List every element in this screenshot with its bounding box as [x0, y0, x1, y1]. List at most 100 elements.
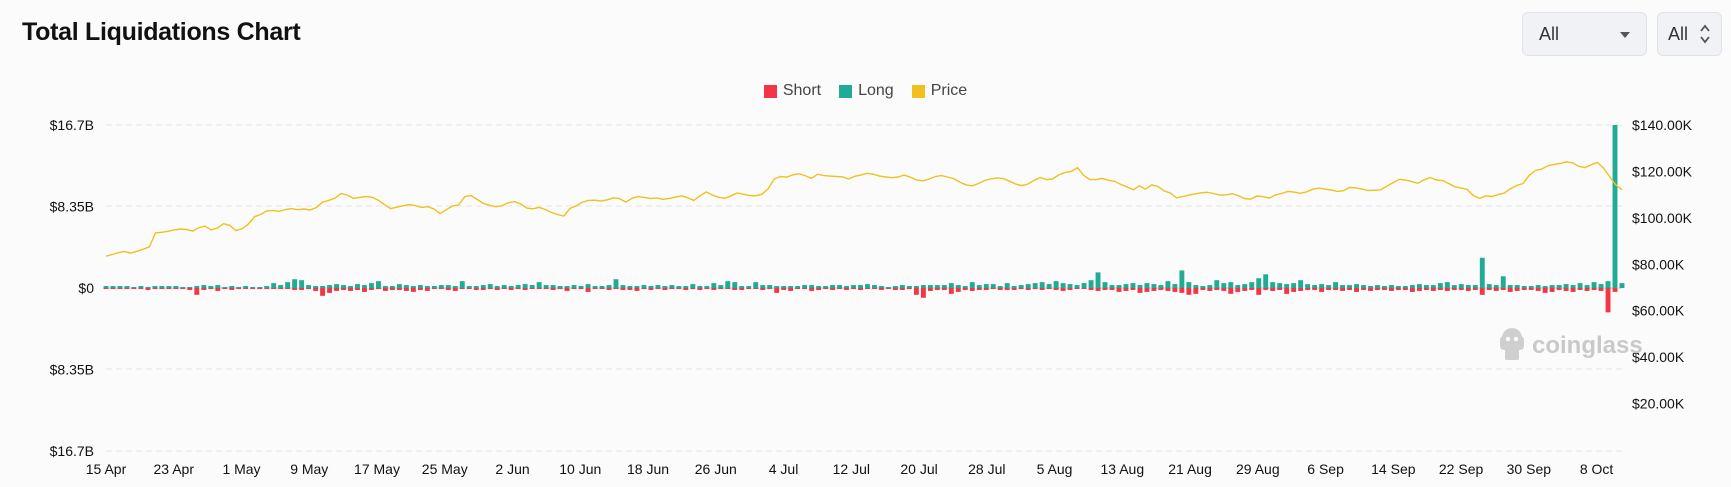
short-bar	[1326, 288, 1332, 290]
long-bar	[1340, 285, 1345, 288]
long-bar	[1095, 272, 1101, 288]
interval-select[interactable]: All	[1657, 12, 1722, 56]
short-bar	[362, 288, 367, 292]
long-bar	[1270, 282, 1276, 288]
short-bar	[1528, 288, 1534, 290]
long-bar	[1416, 284, 1422, 288]
long-bar	[1242, 284, 1248, 288]
short-bar	[976, 288, 982, 290]
long-bar	[1402, 286, 1408, 288]
short-bar	[969, 288, 975, 291]
long-bar	[1409, 285, 1415, 288]
short-bar	[327, 288, 333, 293]
long-bar	[913, 286, 919, 288]
long-bar	[585, 284, 591, 288]
legend-label-long: Long	[858, 82, 894, 99]
long-bar	[1053, 281, 1059, 288]
short-bar	[508, 288, 514, 290]
chart-legend: Short Long Price	[0, 82, 1731, 100]
long-bar	[1451, 285, 1457, 288]
short-bar	[739, 288, 745, 290]
short-bar	[1312, 288, 1318, 290]
short-bar	[494, 288, 500, 290]
short-bar	[879, 288, 884, 290]
legend-label-short: Short	[782, 82, 822, 99]
short-bar	[1340, 288, 1345, 291]
long-bar	[1144, 283, 1150, 288]
short-bar	[1256, 288, 1262, 295]
long-bar	[1025, 284, 1031, 288]
long-bar	[557, 286, 563, 288]
short-bar	[250, 288, 256, 289]
long-bar	[1598, 284, 1604, 288]
short-bar	[690, 288, 696, 289]
legend-item-price[interactable]: Price	[911, 82, 967, 100]
short-bar	[403, 288, 409, 291]
long-bar	[1186, 282, 1192, 288]
short-bar	[1493, 288, 1499, 291]
long-bar	[1612, 125, 1618, 288]
long-bar	[941, 285, 947, 288]
short-bar	[1123, 288, 1129, 291]
long-bar	[858, 285, 863, 288]
short-bar	[718, 288, 724, 289]
short-bar	[431, 288, 437, 289]
short-bar	[564, 288, 570, 291]
x-tick-label: 1 May	[222, 461, 260, 477]
short-bar	[1277, 288, 1283, 290]
left-tick-label: $16.7B	[50, 443, 94, 459]
short-bar	[1507, 288, 1513, 292]
long-bar	[173, 286, 179, 288]
long-bar	[1584, 285, 1590, 288]
short-bar	[627, 288, 633, 290]
long-bar	[1479, 257, 1485, 288]
short-bar	[473, 288, 479, 290]
short-bar	[445, 288, 451, 290]
long-bar	[306, 285, 312, 288]
long-bar	[962, 286, 968, 288]
legend-item-long[interactable]: Long	[839, 82, 894, 100]
short-bar	[313, 288, 319, 291]
legend-item-short[interactable]: Short	[763, 82, 822, 100]
short-bar	[648, 288, 654, 290]
long-bar	[627, 286, 633, 288]
long-bar	[285, 282, 291, 288]
x-tick-label: 12 Jul	[833, 461, 870, 477]
long-bar	[1333, 282, 1339, 288]
short-bar	[837, 288, 842, 289]
short-bar	[152, 288, 158, 289]
long-bar	[879, 286, 884, 288]
long-bar	[1395, 286, 1401, 288]
long-bar	[515, 285, 521, 288]
long-bar	[529, 285, 535, 288]
right-tick-label: $60.00K	[1632, 303, 1685, 319]
range-select[interactable]: All	[1522, 12, 1647, 56]
short-bar	[306, 288, 312, 289]
long-bar	[1570, 285, 1576, 288]
short-bar	[1535, 288, 1541, 291]
long-bar	[753, 282, 759, 288]
long-bar	[1486, 284, 1492, 288]
long-bar	[445, 285, 451, 288]
long-bar	[376, 281, 381, 288]
short-bar	[585, 288, 591, 292]
short-bar	[774, 288, 780, 293]
long-bar	[1605, 281, 1611, 288]
long-bar	[201, 285, 207, 288]
short-bar	[1004, 288, 1010, 290]
x-tick-label: 23 Apr	[154, 461, 195, 477]
short-bar	[1137, 288, 1143, 293]
long-bar	[1563, 284, 1569, 288]
long-bar	[180, 287, 186, 288]
short-bar	[376, 288, 381, 289]
x-tick-label: 30 Sep	[1507, 461, 1552, 477]
left-axis: $16.7B $8.35B $0 $8.35B $16.7B	[50, 117, 95, 459]
long-bar	[194, 286, 200, 288]
short-bar	[1577, 288, 1583, 290]
long-bar	[1235, 285, 1241, 288]
long-bar	[1326, 285, 1332, 288]
long-bar	[508, 286, 514, 288]
short-bar	[809, 288, 815, 291]
short-bar	[962, 288, 968, 290]
